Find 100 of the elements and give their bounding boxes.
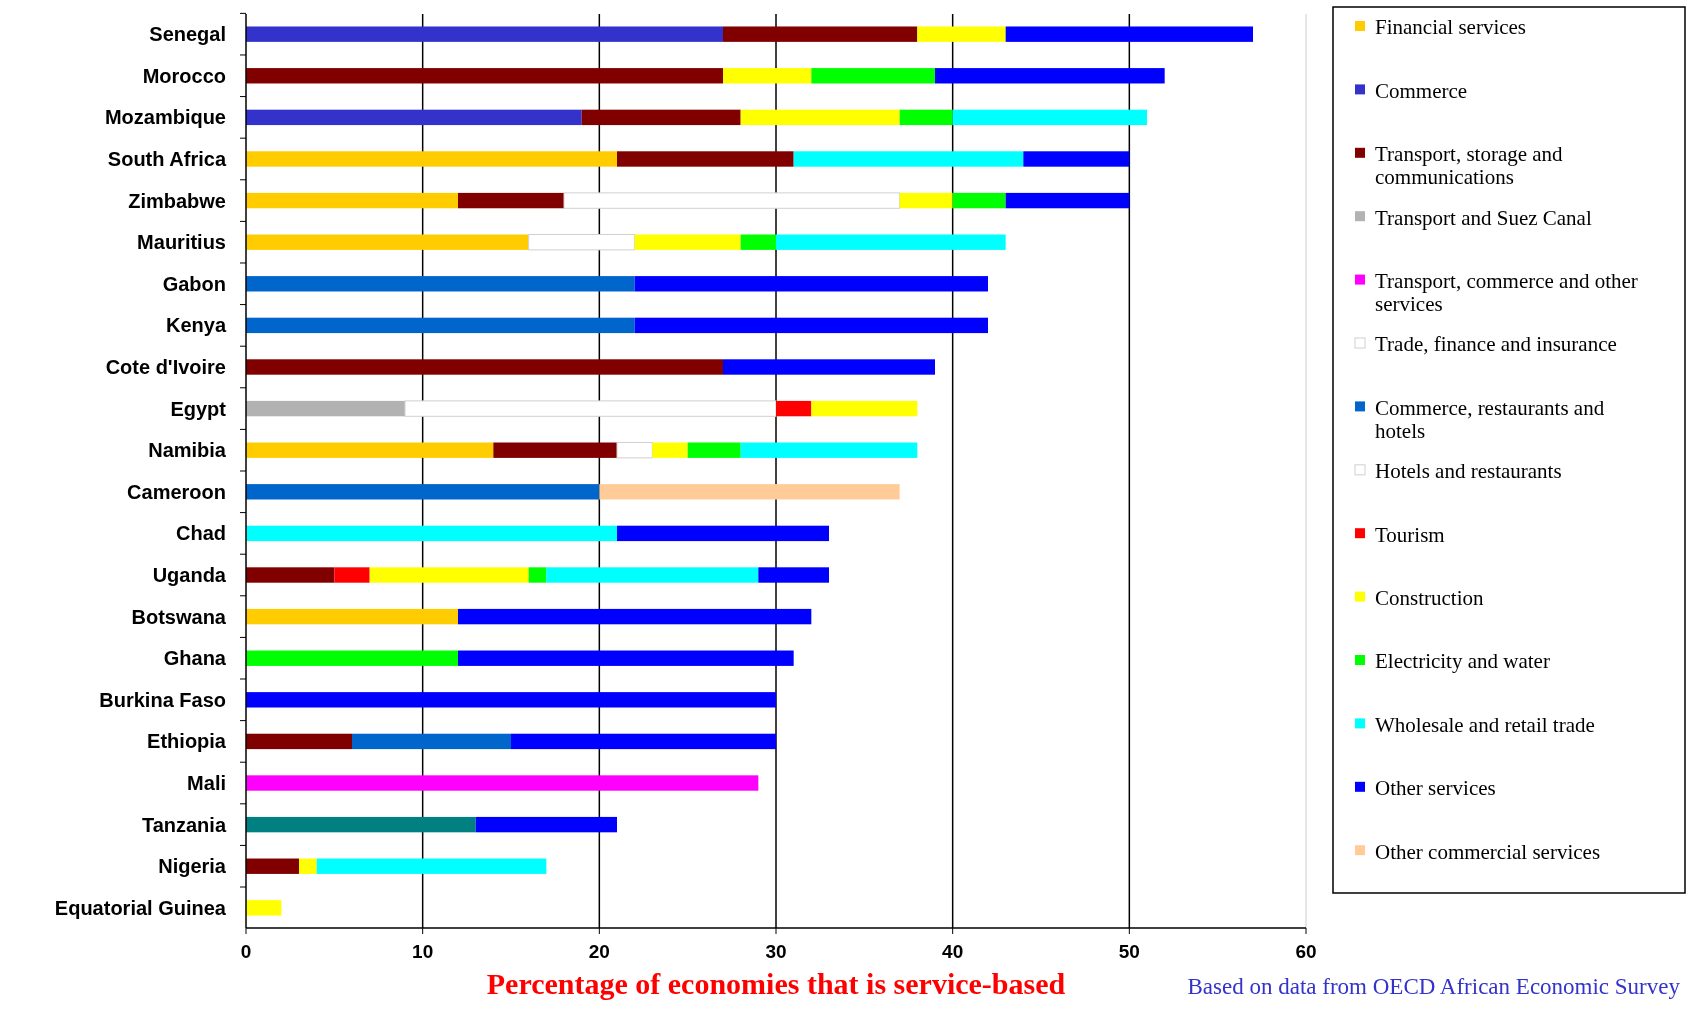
bar (899, 109, 953, 126)
bar (1005, 192, 1130, 209)
bar (617, 525, 829, 542)
bar (458, 192, 564, 209)
bar (404, 400, 777, 417)
y-tick-label: Cameroon (127, 480, 226, 503)
bar (458, 608, 812, 625)
legend-label: Hotels and restaurants (1375, 459, 1562, 484)
x-tick-label: 20 (588, 941, 610, 962)
bar (246, 900, 282, 916)
bar (723, 68, 812, 84)
y-tick-label: Cote d'Ivoire (105, 355, 226, 378)
bar (528, 233, 636, 251)
bar (246, 192, 458, 209)
bar (935, 68, 1165, 84)
bar (811, 68, 935, 84)
bar (687, 442, 741, 458)
y-tick-label: Mali (187, 772, 226, 795)
legend-label: Wholesale and retail trade (1375, 712, 1595, 737)
y-tick-label: Burkina Faso (99, 688, 226, 711)
y-tick-label: Morocco (142, 64, 226, 87)
bar (634, 234, 741, 250)
text: Based on data from OECD African Economic Survey (1187, 974, 1681, 999)
bar (475, 816, 617, 833)
legend-label: Transport, commerce and other services (1375, 268, 1638, 317)
bar (369, 567, 529, 583)
bar (723, 359, 935, 375)
x-tick-label: 50 (1118, 941, 1140, 962)
bar (952, 192, 1006, 209)
bar (246, 317, 635, 334)
bar (546, 567, 759, 583)
bar (246, 109, 582, 126)
y-tick-label: Egypt (170, 397, 227, 420)
y-tick-label: Tanzania (141, 813, 227, 836)
y-tick-label: Ghana (163, 647, 227, 670)
y-tick-label: Mozambique (104, 106, 226, 129)
bar (811, 400, 918, 417)
bar (776, 234, 1006, 250)
bar (246, 775, 759, 791)
bar (528, 567, 547, 583)
bar (581, 109, 741, 126)
y-tick-label: Botswana (131, 605, 227, 628)
legend-label: Transport, storage and communications (1375, 142, 1564, 190)
bar (1023, 151, 1130, 167)
legend-label: Trade, finance and insurance (1375, 332, 1617, 357)
bar (634, 276, 988, 292)
bar (246, 816, 476, 833)
y-tick-label: Zimbabwe (128, 189, 226, 212)
bar (563, 192, 901, 209)
legend-label: Commerce (1375, 78, 1468, 103)
y-tick-label: South Africa (107, 147, 227, 170)
bar (793, 151, 1024, 167)
bar (352, 733, 511, 750)
legend-label: Transport and Suez Canal (1375, 205, 1592, 230)
y-tick-label: Gabon (162, 272, 226, 295)
bar (246, 608, 458, 625)
bar (246, 276, 635, 292)
bar (246, 484, 600, 500)
bar (740, 109, 900, 126)
legend-label: Financial services (1375, 15, 1527, 40)
legend-label: Construction (1375, 585, 1484, 610)
bar (246, 733, 352, 750)
bar (246, 567, 335, 583)
bar (899, 192, 953, 209)
y-tick-label: Equatorial Guinea (54, 896, 227, 919)
x-axis-title: Percentage of economies that is service-based (486, 967, 1066, 1000)
bar (246, 692, 776, 708)
bar (246, 525, 617, 542)
x-tick-label: 60 (1295, 941, 1317, 962)
bar (1005, 26, 1253, 42)
legend-label: Other services (1375, 776, 1496, 801)
bar (246, 858, 299, 874)
bar (952, 109, 1147, 126)
bar (316, 858, 547, 874)
bar (740, 442, 918, 458)
bar (246, 442, 494, 458)
bar (758, 567, 829, 583)
bar (493, 442, 617, 458)
bar (511, 733, 776, 750)
bar (246, 234, 529, 250)
bar (652, 442, 688, 458)
x-tick-label: 30 (765, 941, 787, 962)
y-tick-label: Ethiopia (147, 730, 227, 753)
bar (246, 359, 723, 375)
bar (334, 567, 370, 583)
x-tick-label: 40 (942, 941, 964, 962)
bar (599, 484, 900, 500)
bar (246, 650, 458, 666)
bar (246, 151, 617, 167)
y-tick-label: Namibia (148, 439, 227, 462)
bar (458, 650, 794, 666)
legend-label: Commerce, restaurants and hotels (1375, 395, 1605, 443)
bar (616, 442, 653, 459)
y-tick-label: Kenya (165, 314, 227, 337)
y-tick-label: Chad (176, 522, 226, 545)
legend-label: Electricity and water (1375, 649, 1550, 674)
bar (617, 151, 794, 167)
y-tick-label: Senegal (149, 23, 226, 46)
legend-label: Other commercial services (1375, 839, 1601, 864)
x-tick-label: 10 (412, 941, 434, 962)
